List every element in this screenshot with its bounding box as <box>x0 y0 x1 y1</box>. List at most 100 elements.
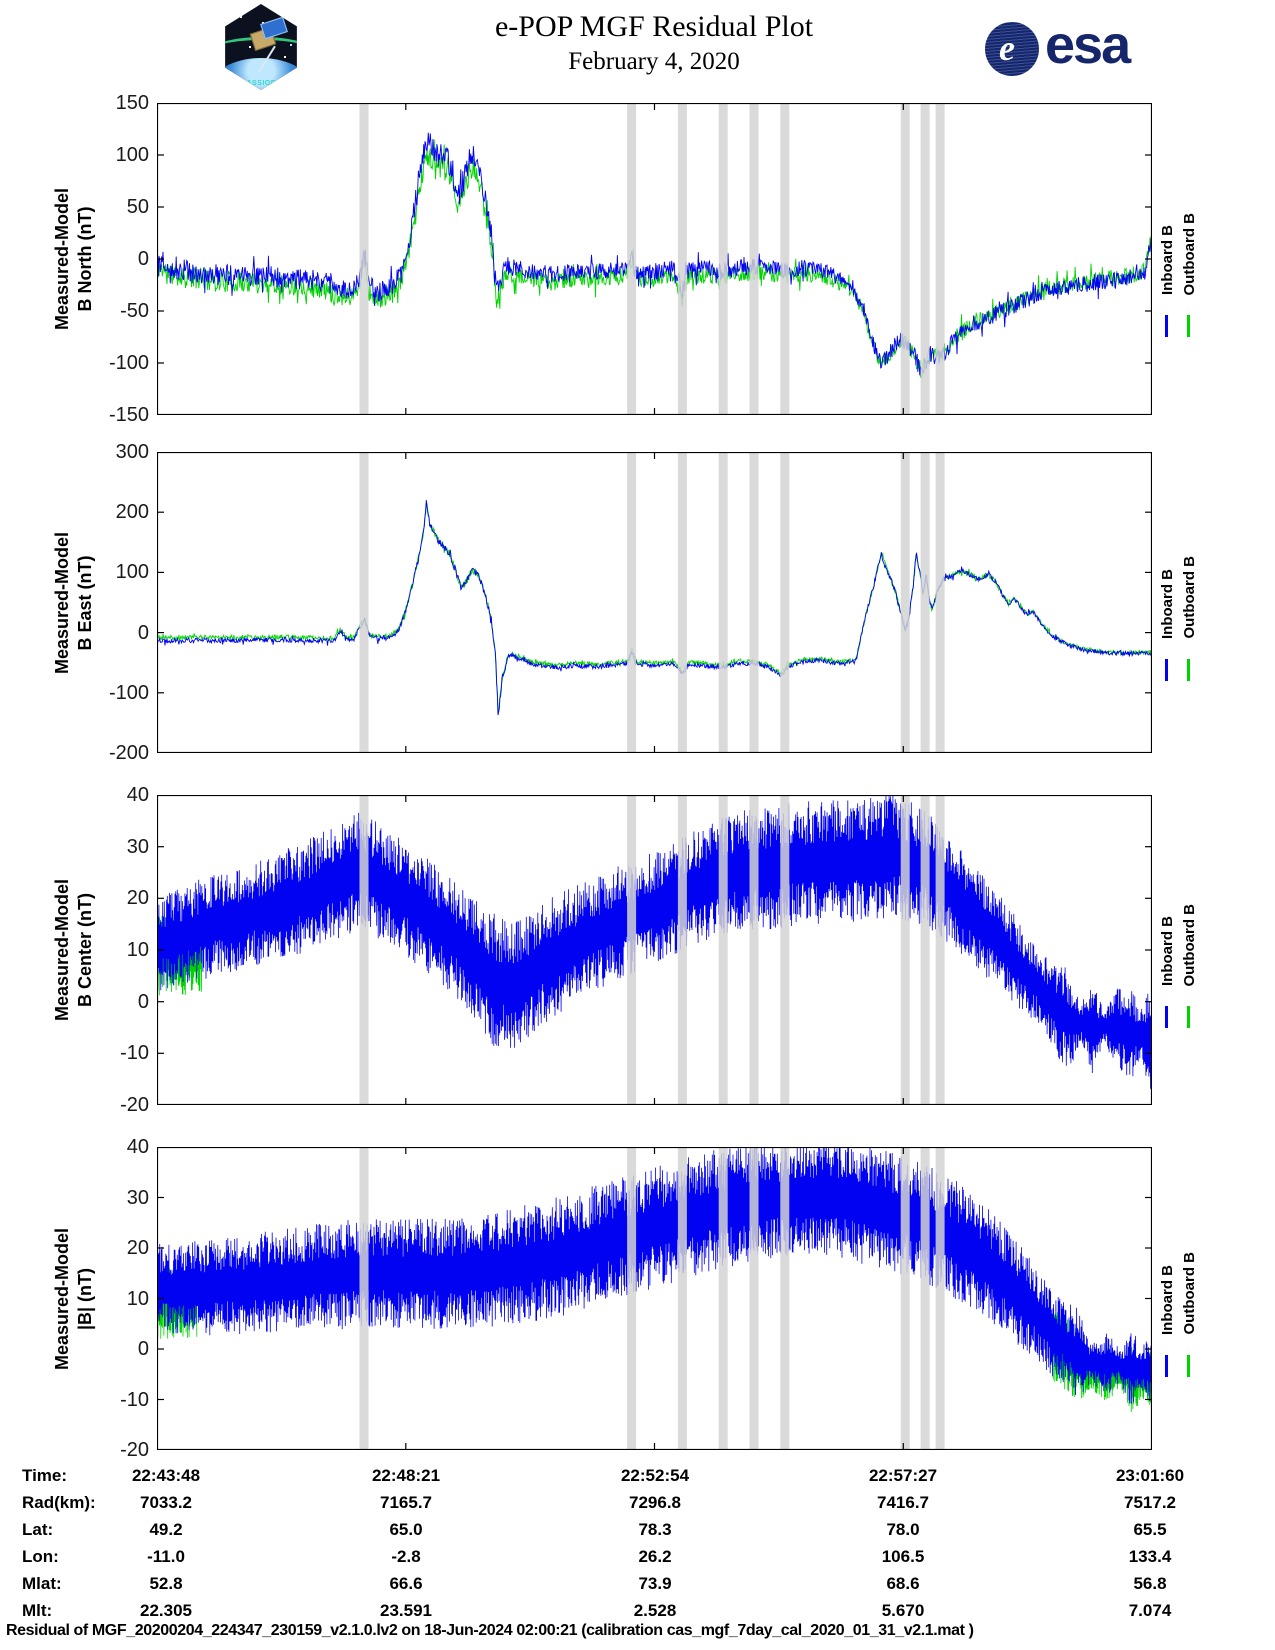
y-tick-label: 30 <box>126 835 149 858</box>
y-tick-label: -50 <box>120 300 149 322</box>
legend-label-inboard: Inboard B <box>1159 568 1176 639</box>
data-gap-band <box>677 1147 687 1450</box>
y-tick-label: 30 <box>126 1186 149 1209</box>
y-tick-label: 20 <box>126 1237 149 1259</box>
data-gap-band <box>718 795 728 1105</box>
data-gap-band <box>359 1147 369 1450</box>
data-gap-band <box>935 795 945 1105</box>
data-gap-band <box>900 452 910 753</box>
y-axis-label-line1: Measured-Model <box>52 878 72 1022</box>
plot-title: e-POP MGF Residual Plot <box>494 10 814 43</box>
data-gap-band <box>920 1147 930 1450</box>
ephemeris-row-label: Lon: <box>22 1547 59 1566</box>
legend-line-sample-outboard <box>1187 658 1190 681</box>
data-gap-band <box>718 452 728 753</box>
y-tick-label: 10 <box>126 1287 149 1310</box>
esa-logo-text: esa <box>1045 15 1131 75</box>
ephemeris-value: 22:57:27 <box>868 1466 938 1485</box>
inboard-b-trace <box>157 500 1152 716</box>
y-tick-label: 40 <box>126 784 149 806</box>
inboard-b-trace <box>157 795 1152 1089</box>
y-axis-label-line1: Measured-Model <box>52 187 72 331</box>
panel-b_east <box>157 452 1152 753</box>
legend-line-sample-outboard <box>1187 1354 1190 1377</box>
legend-label-outboard: Outboard B <box>1181 1252 1198 1335</box>
data-gap-band <box>780 452 790 753</box>
ephemeris-value: 22:43:48 <box>131 1466 201 1485</box>
panel-b_north <box>157 103 1152 415</box>
y-tick-label: 100 <box>115 144 149 166</box>
data-gap-band <box>900 103 910 415</box>
legend-line-sample-outboard <box>1187 1006 1190 1028</box>
data-gap-band <box>749 452 759 753</box>
y-tick-label: -200 <box>108 742 149 764</box>
y-tick-label: -20 <box>120 1094 149 1116</box>
title-block: e-POP MGF Residual Plot February 4, 2020 <box>254 10 1054 77</box>
legend-label-inboard: Inboard B <box>1159 225 1176 295</box>
ephemeris-value: -2.8 <box>391 1547 421 1566</box>
legend-label-inboard: Inboard B <box>1159 1264 1176 1335</box>
patch-label: CASSIOPE <box>240 80 282 87</box>
ephemeris-value: 7517.2 <box>1124 1493 1176 1512</box>
ephemeris-value: 7.074 <box>1128 1601 1172 1620</box>
y-tick-label: -100 <box>108 352 149 374</box>
y-axis-label: Measured-Model B Center (nT) <box>51 879 97 1021</box>
ephemeris-value: 23.591 <box>380 1601 432 1620</box>
outboard-b-trace <box>157 503 1152 713</box>
ephemeris-row-label: Mlt: <box>22 1601 53 1620</box>
ephemeris-value: 68.6 <box>886 1574 920 1593</box>
data-gap-band <box>677 452 687 753</box>
footer-caption: Residual of MGF_20200204_224347_230159_v… <box>6 1622 974 1639</box>
y-tick-label: 100 <box>115 561 149 584</box>
y-tick-label: 40 <box>126 1136 149 1158</box>
outboard-b-trace <box>157 139 1152 379</box>
y-axis-label-line1: Measured-Model <box>52 531 72 674</box>
ephemeris-value: 2.528 <box>633 1601 677 1620</box>
ephemeris-value: 22.305 <box>140 1601 192 1620</box>
data-gap-band <box>920 103 930 415</box>
y-axis-label: Measured-Model B North (nT) <box>51 188 97 330</box>
ephemeris-value: 7033.2 <box>140 1493 192 1512</box>
ephemeris-value: 7165.7 <box>380 1493 432 1512</box>
y-tick-label: -100 <box>108 681 149 704</box>
ephemeris-value: 22:48:21 <box>371 1466 441 1485</box>
data-gap-band <box>359 452 369 753</box>
y-tick-label: 200 <box>115 501 149 524</box>
y-tick-label: -10 <box>120 1388 149 1411</box>
starfield-decoration <box>240 16 242 18</box>
data-gap-band <box>718 103 728 415</box>
ephemeris-value: 133.4 <box>1128 1547 1172 1566</box>
data-gap-band <box>359 795 369 1105</box>
data-gap-band <box>900 1147 910 1450</box>
inboard-b-trace <box>157 132 1152 376</box>
y-axis-label-line2: B Center (nT) <box>75 893 95 1007</box>
data-gap-band <box>780 1147 790 1450</box>
data-gap-band <box>627 1147 637 1450</box>
legend-label-outboard: Outboard B <box>1181 556 1198 639</box>
y-tick-label: 300 <box>115 441 149 463</box>
ephemeris-value: 73.9 <box>638 1574 672 1593</box>
ephemeris-value: 78.3 <box>638 1520 672 1539</box>
y-tick-label: -150 <box>108 404 149 426</box>
data-gap-band <box>627 795 637 1105</box>
ephemeris-value: 22:52:54 <box>620 1466 690 1485</box>
y-tick-label: -20 <box>120 1439 149 1461</box>
legend-label-outboard: Outboard B <box>1181 212 1198 296</box>
panel-b_center <box>157 795 1152 1105</box>
data-gap-band <box>780 103 790 415</box>
y-tick-label: 0 <box>137 990 149 1013</box>
legend-line-sample-inboard <box>1165 1354 1168 1377</box>
data-gap-band <box>677 103 687 415</box>
data-gap-band <box>677 795 687 1105</box>
y-tick-label: -10 <box>120 1042 149 1065</box>
data-gap-band <box>749 795 759 1105</box>
inboard-b-trace <box>157 1147 1152 1405</box>
y-axis-label-line1: Measured-Model <box>52 1227 72 1370</box>
y-axis-label: Measured-Model B East (nT) <box>51 531 97 673</box>
data-gap-band <box>718 1147 728 1450</box>
axes-box <box>157 452 1152 753</box>
data-gap-band <box>627 103 637 415</box>
data-gap-band <box>780 795 790 1105</box>
y-axis-label-line2: B North (nT) <box>75 206 95 312</box>
y-tick-label: 0 <box>137 1338 149 1360</box>
